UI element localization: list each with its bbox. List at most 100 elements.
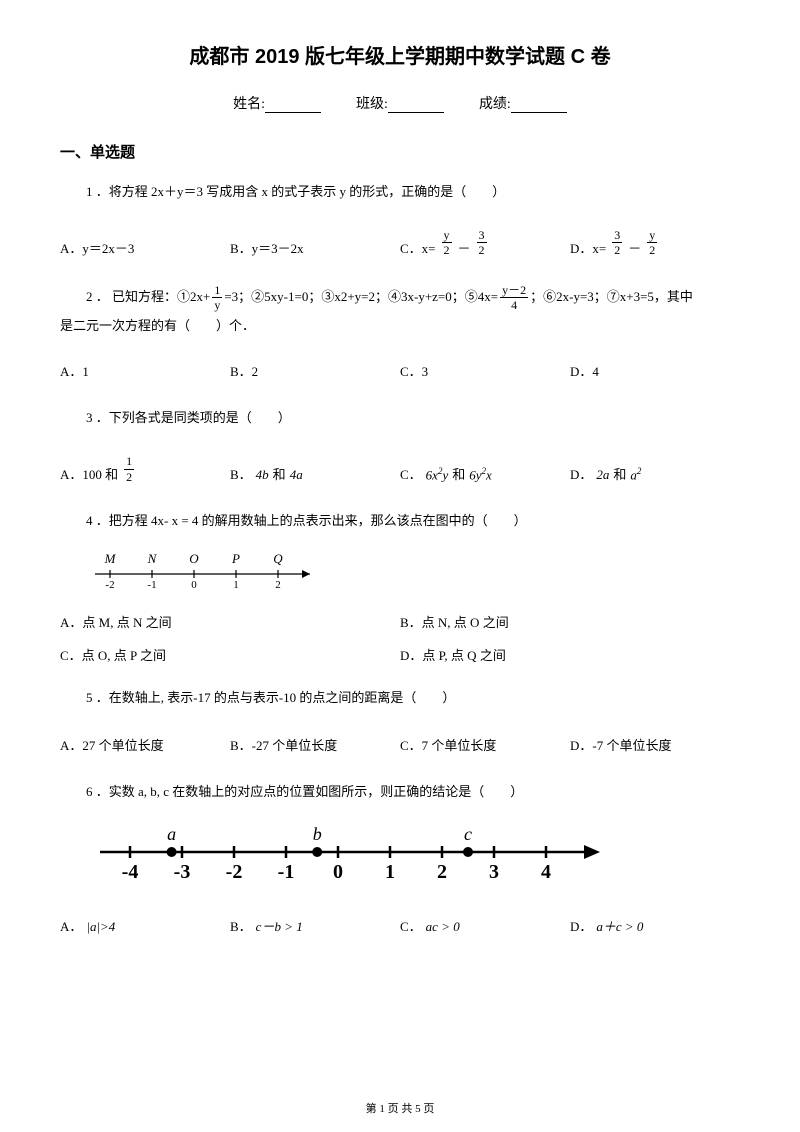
q2-d-text: D．4 bbox=[570, 361, 599, 380]
q1-opt-a[interactable]: A．y＝2x－3 bbox=[60, 238, 230, 257]
svg-text:1: 1 bbox=[385, 861, 395, 883]
q4-options-row1: A．点 M, 点 N 之间 B．点 N, 点 O 之间 bbox=[60, 612, 740, 631]
svg-text:-2: -2 bbox=[226, 861, 243, 883]
q5-a-text: A．27 个单位长度 bbox=[60, 735, 164, 754]
q3-d-mid: 和 bbox=[613, 464, 626, 483]
q1-d-prefix: D．x= bbox=[570, 238, 606, 257]
q4-b-text: B．点 N, 点 O 之间 bbox=[400, 615, 509, 630]
score-blank[interactable] bbox=[511, 99, 567, 113]
q1-b-text: B．y＝3－2x bbox=[230, 238, 304, 257]
q5-options: A．27 个单位长度 B．-27 个单位长度 C．7 个单位长度 D．-7 个单… bbox=[60, 735, 740, 754]
q5-d-text: D．-7 个单位长度 bbox=[570, 735, 671, 754]
q2-opt-d[interactable]: D．4 bbox=[570, 361, 740, 380]
svg-text:2: 2 bbox=[275, 579, 281, 590]
q1-a-text: A．y＝2x－3 bbox=[60, 238, 134, 257]
q3-options: A．100 和 12 B． 4b 和 4a C． 6x2y 和 6y2x D． … bbox=[60, 455, 740, 483]
q6-opt-b[interactable]: B． c－b > 1 bbox=[230, 916, 400, 935]
q5-opt-a[interactable]: A．27 个单位长度 bbox=[60, 735, 230, 754]
q1-opt-b[interactable]: B．y＝3－2x bbox=[230, 238, 400, 257]
q3-c-a: 6x2y bbox=[426, 466, 449, 483]
info-line: 姓名: 班级: 成绩: bbox=[60, 93, 740, 113]
q3-b-b: 4a bbox=[290, 467, 303, 483]
svg-text:-1: -1 bbox=[278, 861, 295, 883]
q3-a-frac: 12 bbox=[124, 455, 134, 483]
q1-d-frac1: 32 bbox=[612, 229, 622, 257]
class-blank[interactable] bbox=[388, 99, 444, 113]
q6-numberline: -4-3-2-101234 abc bbox=[90, 818, 740, 892]
svg-text:3: 3 bbox=[489, 861, 499, 883]
q1-d-frac2: y2 bbox=[647, 229, 657, 257]
q6-opt-c[interactable]: C． ac > 0 bbox=[400, 916, 570, 935]
q6-d-pre: D． bbox=[570, 916, 592, 935]
q3-b-a: 4b bbox=[256, 467, 269, 483]
q5-c-text: C．7 个单位长度 bbox=[400, 735, 496, 754]
svg-text:0: 0 bbox=[333, 861, 343, 883]
q6-a-body: |a|>4 bbox=[86, 919, 115, 935]
q3-opt-c[interactable]: C． 6x2y 和 6y2x bbox=[400, 464, 570, 483]
q4-opt-a[interactable]: A．点 M, 点 N 之间 bbox=[60, 612, 400, 631]
q6-opt-a[interactable]: A． |a|>4 bbox=[60, 916, 230, 935]
q1-opt-d[interactable]: D．x= 32 － y2 bbox=[570, 229, 740, 257]
q1-opt-c[interactable]: C．x= y2 － 32 bbox=[400, 229, 570, 257]
q5-b-text: B．-27 个单位长度 bbox=[230, 735, 337, 754]
q3-opt-b[interactable]: B． 4b 和 4a bbox=[230, 464, 400, 483]
q2-pre: 2 ． 已知方程：①2x+ bbox=[86, 289, 210, 304]
q2-b-text: B．2 bbox=[230, 361, 258, 380]
q6-d-body: a＋c > 0 bbox=[596, 916, 643, 935]
q5-opt-d[interactable]: D．-7 个单位长度 bbox=[570, 735, 740, 754]
score-label: 成绩: bbox=[479, 97, 511, 112]
q1-d-mid: － bbox=[628, 238, 641, 257]
svg-text:P: P bbox=[231, 551, 240, 566]
q2-line2: 是二元一次方程的有（ ）个． bbox=[60, 312, 740, 339]
q2-post: ；⑥2x-y=3；⑦x+3=5，其中 bbox=[530, 289, 693, 304]
q2-opt-c[interactable]: C．3 bbox=[400, 361, 570, 380]
page-title: 成都市 2019 版七年级上学期期中数学试题 C 卷 bbox=[60, 40, 740, 69]
q3-opt-a[interactable]: A．100 和 12 bbox=[60, 455, 230, 483]
svg-text:a: a bbox=[167, 824, 176, 844]
q5-text: 5 ．在数轴上, 表示-17 的点与表示-10 的点之间的距离是（ ） bbox=[86, 686, 740, 711]
q2-frac1: 1y bbox=[212, 284, 222, 312]
page-footer: 第 1 页 共 5 页 bbox=[0, 1100, 800, 1116]
q5-opt-c[interactable]: C．7 个单位长度 bbox=[400, 735, 570, 754]
q4-opt-c[interactable]: C．点 O, 点 P 之间 bbox=[60, 645, 400, 664]
q4-opt-d[interactable]: D．点 P, 点 Q 之间 bbox=[400, 645, 740, 664]
q1-c-frac1: y2 bbox=[442, 229, 452, 257]
q3-opt-d[interactable]: D． 2a 和 a2 bbox=[570, 464, 740, 483]
q1-options: A．y＝2x－3 B．y＝3－2x C．x= y2 － 32 D．x= 32 －… bbox=[60, 229, 740, 257]
q2-opt-a[interactable]: A．1 bbox=[60, 361, 230, 380]
q4-a-text: A．点 M, 点 N 之间 bbox=[60, 615, 172, 630]
q2-opt-b[interactable]: B．2 bbox=[230, 361, 400, 380]
q6-text: 6 ．实数 a, b, c 在数轴上的对应点的位置如图所示，则正确的结论是（ ） bbox=[86, 780, 740, 805]
q1-c-mid: － bbox=[458, 238, 471, 257]
svg-text:b: b bbox=[313, 824, 322, 844]
q4-c-text: C．点 O, 点 P 之间 bbox=[60, 648, 166, 663]
svg-text:4: 4 bbox=[541, 861, 551, 883]
q3-b-pre: B． bbox=[230, 464, 252, 483]
q3-text: 3 ．下列各式是同类项的是（ ） bbox=[86, 406, 740, 431]
name-blank[interactable] bbox=[265, 99, 321, 113]
svg-text:M: M bbox=[104, 551, 117, 566]
svg-text:-3: -3 bbox=[174, 861, 191, 883]
q2-text: 2 ． 已知方程：①2x+1y=3；②5xy-1=0；③x2+y=2；④3x-y… bbox=[86, 283, 740, 339]
svg-text:Q: Q bbox=[273, 551, 283, 566]
svg-text:-2: -2 bbox=[105, 579, 114, 590]
q4-numberline: M-2N-1O0P1Q2 bbox=[90, 548, 740, 594]
q5-opt-b[interactable]: B．-27 个单位长度 bbox=[230, 735, 400, 754]
q1-c-prefix: C．x= bbox=[400, 238, 436, 257]
svg-text:2: 2 bbox=[437, 861, 447, 883]
q4-opt-b[interactable]: B．点 N, 点 O 之间 bbox=[400, 612, 740, 631]
q2-frac2: y－24 bbox=[500, 284, 528, 312]
q1-c-frac2: 32 bbox=[477, 229, 487, 257]
q6-opt-d[interactable]: D． a＋c > 0 bbox=[570, 916, 740, 935]
q1-text: 1 ．将方程 2x＋y＝3 写成用含 x 的式子表示 y 的形式，正确的是（ ） bbox=[86, 180, 740, 205]
q6-options: A． |a|>4 B． c－b > 1 C． ac > 0 D． a＋c > 0 bbox=[60, 916, 740, 935]
section-1-header: 一、单选题 bbox=[60, 141, 740, 162]
q6-c-body: ac > 0 bbox=[426, 919, 460, 935]
q4-text: 4 ．把方程 4x- x = 4 的解用数轴上的点表示出来，那么该点在图中的（ … bbox=[86, 509, 740, 534]
q6-a-pre: A． bbox=[60, 916, 82, 935]
q3-c-pre: C． bbox=[400, 464, 422, 483]
q3-d-pre: D． bbox=[570, 464, 592, 483]
q3-a-pre: A．100 和 bbox=[60, 464, 118, 483]
q2-options: A．1 B．2 C．3 D．4 bbox=[60, 361, 740, 380]
q6-c-pre: C． bbox=[400, 916, 422, 935]
